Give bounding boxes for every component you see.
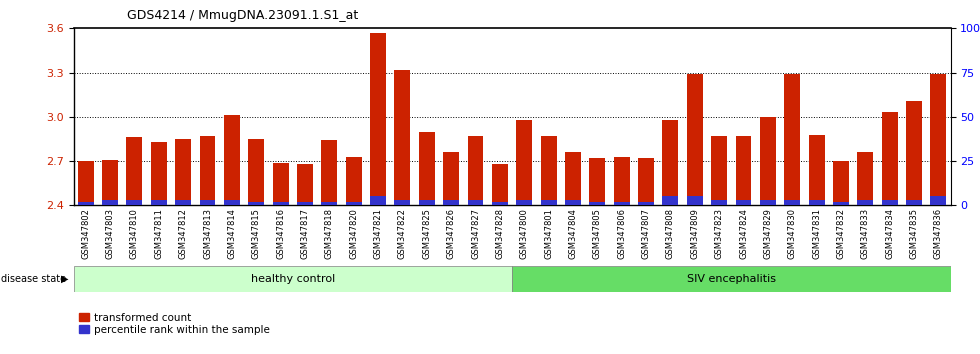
Bar	[297, 202, 313, 205]
Bar	[613, 202, 629, 205]
Bar	[858, 200, 873, 205]
Bar	[126, 137, 142, 205]
Bar	[906, 101, 922, 205]
Bar	[711, 136, 727, 205]
Bar	[418, 132, 435, 205]
Bar	[151, 200, 167, 205]
Bar	[638, 158, 654, 205]
Bar	[638, 202, 654, 205]
Bar	[467, 200, 483, 205]
Bar	[858, 152, 873, 205]
Bar	[175, 139, 191, 205]
Bar	[589, 158, 606, 205]
Bar	[418, 200, 435, 205]
Bar	[443, 152, 459, 205]
Bar	[272, 162, 288, 205]
Bar	[297, 164, 313, 205]
Bar	[346, 202, 362, 205]
Bar	[711, 200, 727, 205]
Bar	[882, 200, 898, 205]
Bar	[687, 196, 703, 205]
Bar	[662, 196, 678, 205]
Bar	[467, 136, 483, 205]
Bar	[77, 161, 94, 205]
Text: healthy control: healthy control	[251, 274, 335, 284]
Bar	[321, 202, 337, 205]
Bar	[906, 200, 922, 205]
Bar	[370, 196, 386, 205]
Bar	[736, 200, 752, 205]
Text: SIV encephalitis: SIV encephalitis	[687, 274, 776, 284]
Bar	[395, 70, 411, 205]
Bar	[833, 161, 849, 205]
Bar	[248, 139, 265, 205]
Bar	[565, 200, 581, 205]
Bar	[760, 200, 776, 205]
Bar	[321, 141, 337, 205]
Bar	[784, 74, 800, 205]
Bar	[370, 33, 386, 205]
Bar	[346, 156, 362, 205]
Bar	[808, 200, 824, 205]
Bar	[833, 202, 849, 205]
Bar	[77, 202, 94, 205]
Bar	[808, 135, 824, 205]
Bar	[248, 202, 265, 205]
Bar	[760, 117, 776, 205]
Bar	[930, 196, 947, 205]
Bar	[589, 202, 606, 205]
Bar	[565, 152, 581, 205]
Bar	[443, 200, 459, 205]
Bar	[492, 202, 508, 205]
Bar	[224, 115, 240, 205]
Bar	[512, 266, 951, 292]
Bar	[784, 200, 800, 205]
Bar	[541, 136, 557, 205]
Bar	[175, 200, 191, 205]
Bar	[541, 200, 557, 205]
Bar	[102, 160, 118, 205]
Bar	[516, 200, 532, 205]
Bar	[74, 266, 512, 292]
Bar	[613, 156, 629, 205]
Legend: transformed count, percentile rank within the sample: transformed count, percentile rank withi…	[78, 313, 270, 335]
Bar	[224, 200, 240, 205]
Bar	[200, 136, 216, 205]
Bar	[492, 164, 508, 205]
Bar	[662, 120, 678, 205]
Bar	[687, 74, 703, 205]
Bar	[126, 200, 142, 205]
Bar	[882, 113, 898, 205]
Bar	[200, 200, 216, 205]
Text: ▶: ▶	[61, 274, 69, 284]
Text: disease state: disease state	[1, 274, 66, 284]
Bar	[151, 142, 167, 205]
Bar	[102, 200, 118, 205]
Bar	[930, 74, 947, 205]
Bar	[395, 200, 411, 205]
Text: GDS4214 / MmugDNA.23091.1.S1_at: GDS4214 / MmugDNA.23091.1.S1_at	[127, 9, 359, 22]
Bar	[516, 120, 532, 205]
Bar	[736, 136, 752, 205]
Bar	[272, 202, 288, 205]
